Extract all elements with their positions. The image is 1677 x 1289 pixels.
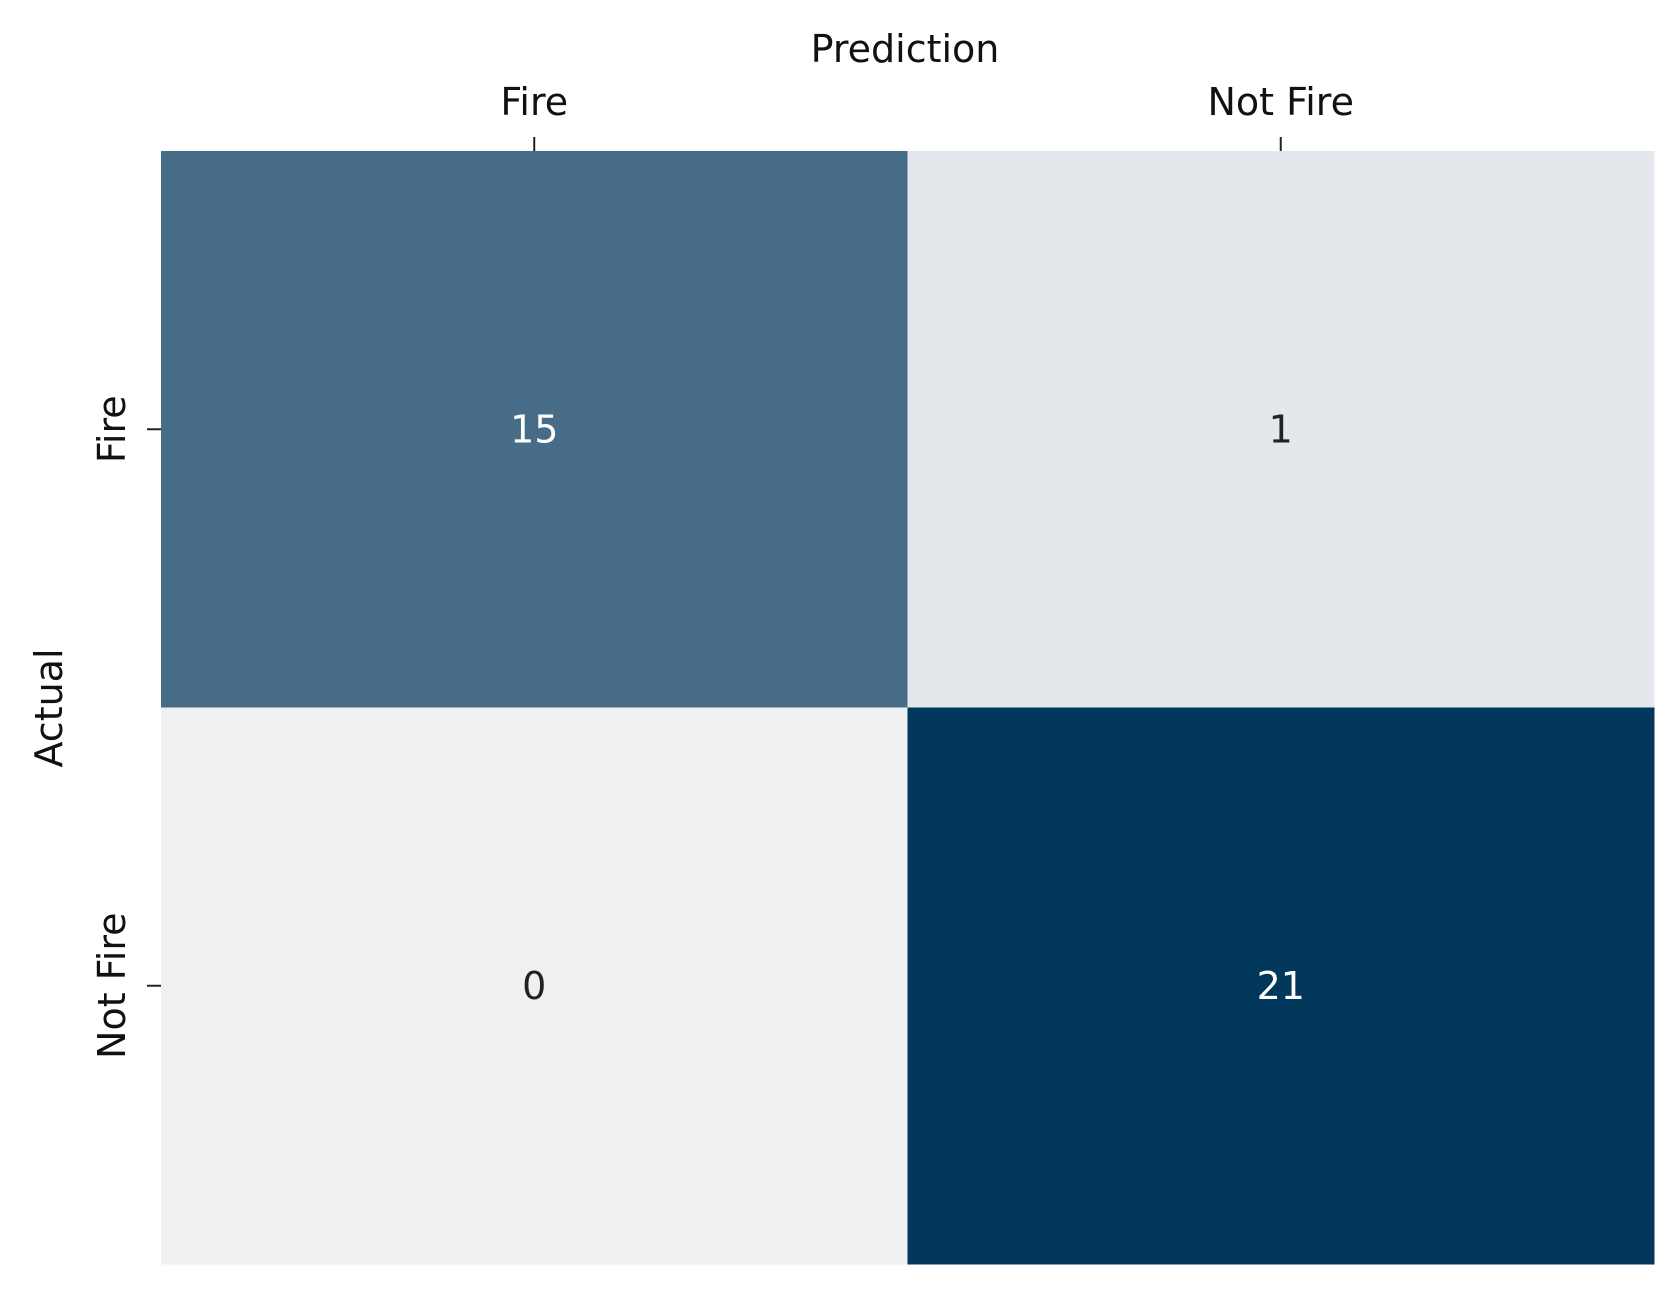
y-axis-ticks: Fire Not Fire	[90, 395, 161, 1059]
heatmap-cells: 15 1 0 21	[161, 151, 1655, 1265]
x-tick-label: Fire	[500, 80, 568, 124]
cell-value-label: 21	[1257, 964, 1305, 1008]
cell-value-label: 1	[1269, 407, 1293, 451]
x-axis-title: Prediction	[811, 27, 1000, 71]
heatmap-cell	[907, 707, 1655, 1265]
cell-value-label: 15	[510, 407, 558, 451]
y-axis-title: Actual	[27, 648, 71, 767]
x-tick-label: Not Fire	[1208, 80, 1354, 124]
y-tick-label: Fire	[90, 395, 134, 463]
y-tick-label: Not Fire	[90, 913, 134, 1059]
heatmap-cell	[161, 707, 908, 1265]
cell-value-label: 0	[522, 964, 546, 1008]
heatmap-cell	[161, 151, 908, 708]
x-axis-ticks: Fire Not Fire	[500, 80, 1354, 151]
heatmap-cell	[907, 151, 1655, 708]
